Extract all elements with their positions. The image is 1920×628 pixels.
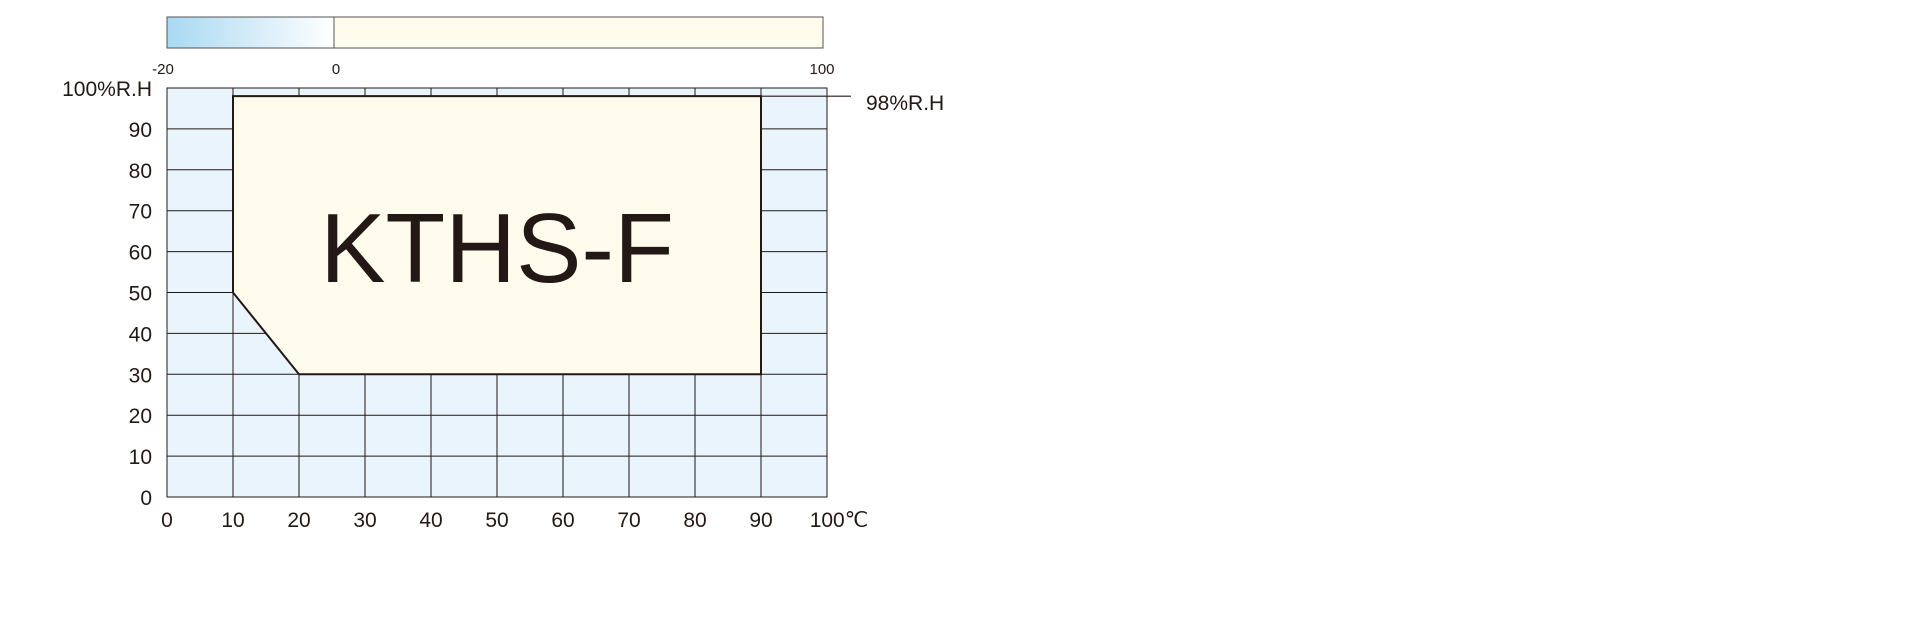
y-tick-label: 70: [129, 201, 152, 224]
y-tick-label: 50: [129, 283, 152, 306]
x-tick-label: 10: [221, 509, 244, 532]
colorbar-label-min: -20: [152, 61, 174, 78]
colorbar-warm: [333, 16, 824, 49]
colorbar-label-zero: 0: [332, 61, 340, 78]
x-tick-label: 30: [353, 509, 376, 532]
colorbar-label-max: 100: [809, 61, 834, 78]
chart-title: KTHS-F: [320, 193, 674, 303]
y-tick-label: 80: [129, 160, 152, 183]
y-tick-label: 100%R.H: [62, 78, 152, 101]
y-tick-label: 10: [129, 446, 152, 469]
x-tick-labels: 0 10 20 30 40 50 60 70 80 90 100℃: [161, 509, 868, 532]
y-tick-label: 0: [140, 487, 152, 510]
x-tick-label: 0: [161, 509, 173, 532]
colorbar: -20 0 100: [152, 16, 835, 78]
x-tick-label: 60: [551, 509, 574, 532]
y-tick-label: 30: [129, 364, 152, 387]
x-tick-label: 20: [287, 509, 310, 532]
y-tick-label: 60: [129, 242, 152, 265]
x-tick-label: 50: [485, 509, 508, 532]
annotation-98rh: 98%R.H: [866, 92, 944, 115]
y-tick-label: 20: [129, 405, 152, 428]
y-tick-label: 40: [129, 323, 152, 346]
x-tick-label: 90: [749, 509, 772, 532]
y-tick-label: 90: [129, 119, 152, 142]
x-tick-label: 70: [617, 509, 640, 532]
operating-region: [232, 95, 762, 376]
x-tick-label: 40: [419, 509, 442, 532]
x-tick-label: 100℃: [810, 509, 869, 532]
colorbar-cold: [166, 16, 335, 49]
y-tick-labels: 0 10 20 30 40 50 60 70 80 90 100%R.H: [62, 78, 152, 510]
x-tick-label: 80: [683, 509, 706, 532]
